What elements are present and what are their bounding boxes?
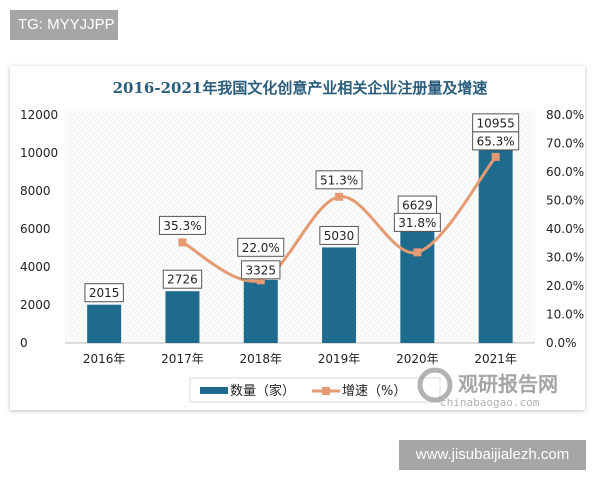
- y-right-tick-label: 50.0%: [546, 194, 584, 208]
- x-tick-label: 2019年: [318, 352, 361, 366]
- y-right-tick-label: 80.0%: [546, 108, 584, 122]
- count-data-label: 2015: [89, 286, 120, 300]
- growth-point: [178, 238, 187, 247]
- count-data-label-box: [84, 283, 124, 303]
- legend-bar-label: 数量（家）: [230, 383, 295, 399]
- x-tick-label: 2020年: [396, 352, 439, 366]
- legend: 数量（家） 增速（%）: [189, 377, 441, 403]
- growth-point: [256, 276, 265, 285]
- y-left-tick-label: 4000: [20, 260, 51, 274]
- x-tick-label: 2018年: [239, 352, 282, 366]
- bar: [87, 304, 122, 343]
- growth-data-label-box: [472, 131, 520, 151]
- y-right-tick-label: 40.0%: [546, 222, 584, 236]
- y-right-tick-label: 0.0%: [546, 336, 577, 350]
- growth-data-label: 51.3%: [320, 173, 358, 187]
- bar: [322, 247, 357, 343]
- growth-data-label-box: [237, 237, 285, 257]
- growth-data-label-box: [158, 215, 206, 235]
- legend-line-label: 增速（%）: [342, 384, 406, 399]
- watermark-top-left: TG: MYYJJPP: [10, 10, 118, 40]
- y-right-tick-label: 20.0%: [546, 279, 584, 293]
- bar: [243, 279, 278, 343]
- count-data-label: 2726: [167, 273, 198, 287]
- growth-point: [335, 192, 344, 201]
- y-right-tick-label: 70.0%: [546, 137, 584, 151]
- count-data-label-box: [162, 269, 203, 289]
- y-left-tick-label: 10000: [20, 146, 58, 160]
- count-data-label-box: [241, 260, 281, 280]
- y-right-tick-label: 30.0%: [546, 251, 584, 265]
- bar: [400, 217, 435, 343]
- y-left-tick-label: 0: [20, 336, 28, 350]
- count-data-label-box: [319, 225, 359, 245]
- watermark-bottom-right: www.jisubaijialezh.com: [399, 440, 586, 470]
- x-tick-label: 2021年: [474, 352, 517, 366]
- legend-line-marker: [322, 387, 330, 395]
- growth-data-label: 35.3%: [163, 219, 201, 233]
- logo: 观研报告网 chinabaogao.com: [417, 367, 558, 409]
- x-tick-label: 2016年: [83, 352, 126, 366]
- y-left-tick-label: 2000: [20, 298, 51, 312]
- growth-data-label: 22.0%: [242, 241, 280, 255]
- growth-data-label: 31.8%: [398, 216, 436, 230]
- count-data-label: 5030: [324, 229, 355, 243]
- count-data-label: 10955: [477, 116, 515, 130]
- count-data-label: 6629: [402, 199, 433, 213]
- y-right-tick-label: 10.0%: [546, 308, 584, 322]
- bar: [165, 291, 200, 343]
- growth-data-label: 65.3%: [477, 134, 515, 148]
- chart-title: 2016-2021年我国文化创意产业相关企业注册量及增速: [113, 79, 488, 97]
- growth-point: [413, 248, 422, 257]
- count-data-label: 3325: [245, 263, 276, 277]
- svg-text:chinabaogao.com: chinabaogao.com: [440, 396, 540, 409]
- y-left-tick-label: 12000: [20, 108, 58, 122]
- legend-bar-swatch: [200, 387, 228, 394]
- bar: [478, 134, 513, 343]
- x-tick-label: 2017年: [161, 352, 204, 366]
- svg-text:观研报告网: 观研报告网: [458, 372, 558, 396]
- plot-area: [65, 110, 535, 343]
- y-left-tick-label: 6000: [20, 222, 51, 236]
- y-right-tick-label: 60.0%: [546, 165, 584, 179]
- y-left-tick-label: 8000: [20, 184, 51, 198]
- growth-data-label-box: [315, 170, 363, 190]
- growth-data-label-box: [393, 212, 441, 232]
- growth-point: [491, 152, 500, 161]
